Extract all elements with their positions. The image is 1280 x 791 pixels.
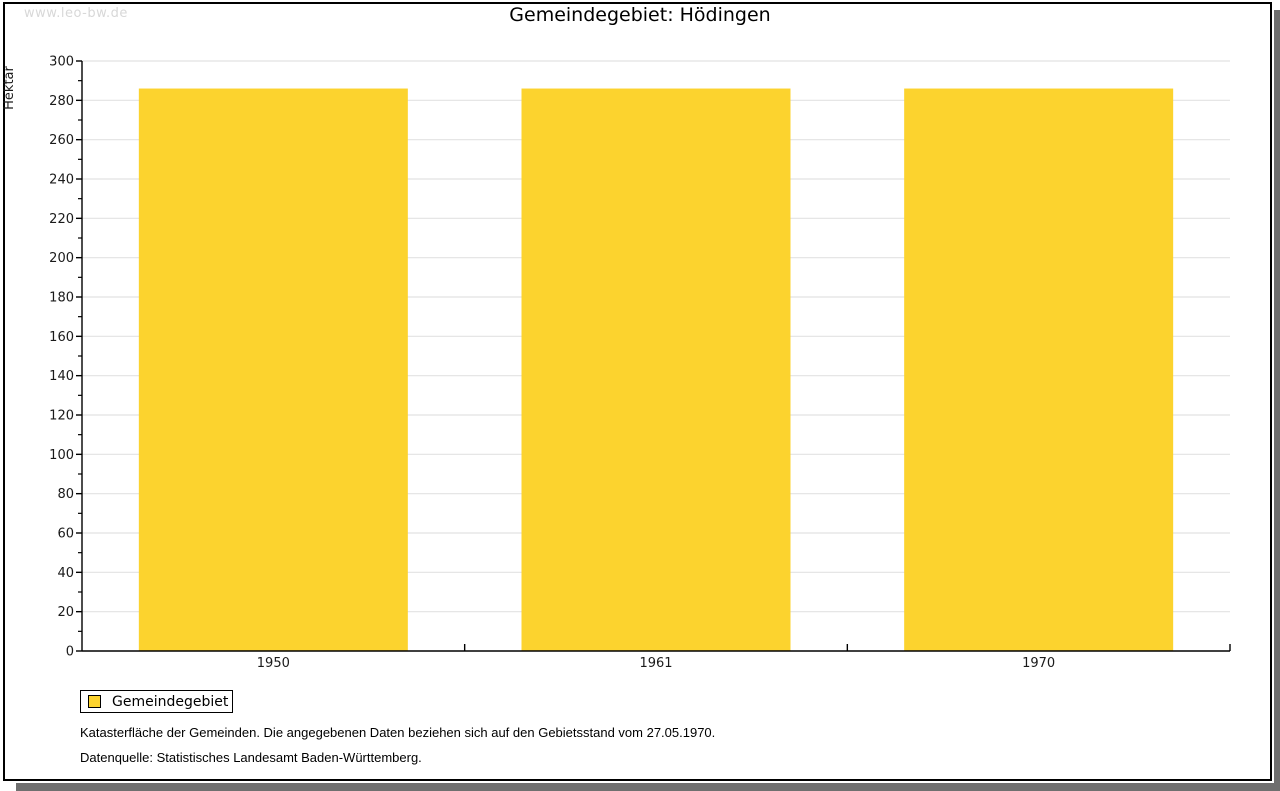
- footer-note-source-date: Katasterfläche der Gemeinden. Die angege…: [80, 725, 716, 740]
- y-tick-label: 200: [49, 251, 74, 266]
- y-tick-label: 120: [49, 409, 74, 424]
- legend-swatch: [88, 695, 101, 708]
- footer-note-datasource: Datenquelle: Statistisches Landesamt Bad…: [80, 750, 422, 765]
- bar-1970: [904, 88, 1174, 652]
- watermark-text: www.leo-bw.de: [24, 6, 128, 21]
- y-tick-label: 60: [57, 527, 74, 542]
- y-tick-label: 160: [49, 330, 74, 345]
- y-tick-label: 20: [57, 605, 74, 620]
- x-category-label: 1950: [257, 656, 290, 671]
- y-tick-label: 140: [49, 369, 74, 384]
- y-tick-label: 0: [66, 645, 74, 660]
- legend-label: Gemeindegebiet: [112, 693, 229, 710]
- bar-chart: 0 20 40 60 80 100 120 140 160 180 200 220 240 260 280 3…: [2, 55, 1231, 671]
- y-tick-label: 80: [57, 487, 74, 502]
- y-tick-label: 280: [49, 94, 74, 109]
- legend: Gemeindegebiet: [80, 690, 233, 713]
- x-category-label: 1970: [1022, 656, 1055, 671]
- bar-1961: [521, 88, 791, 652]
- y-tick-label: 220: [49, 212, 74, 227]
- y-axis-title: Hektar: [2, 65, 17, 109]
- y-tick-label: 100: [49, 448, 74, 463]
- y-tick-label: 240: [49, 173, 74, 188]
- y-tick-label: 300: [49, 55, 74, 70]
- x-category-label: 1961: [639, 656, 672, 671]
- y-tick-label: 40: [57, 566, 74, 581]
- frame-shadow-right: [1274, 10, 1280, 791]
- y-tick-label: 180: [49, 291, 74, 306]
- y-tick-label: 260: [49, 133, 74, 148]
- bar-1950: [138, 88, 408, 652]
- chart-title: Gemeindegebiet: Hödingen: [509, 4, 771, 26]
- frame-shadow-bottom: [16, 783, 1280, 791]
